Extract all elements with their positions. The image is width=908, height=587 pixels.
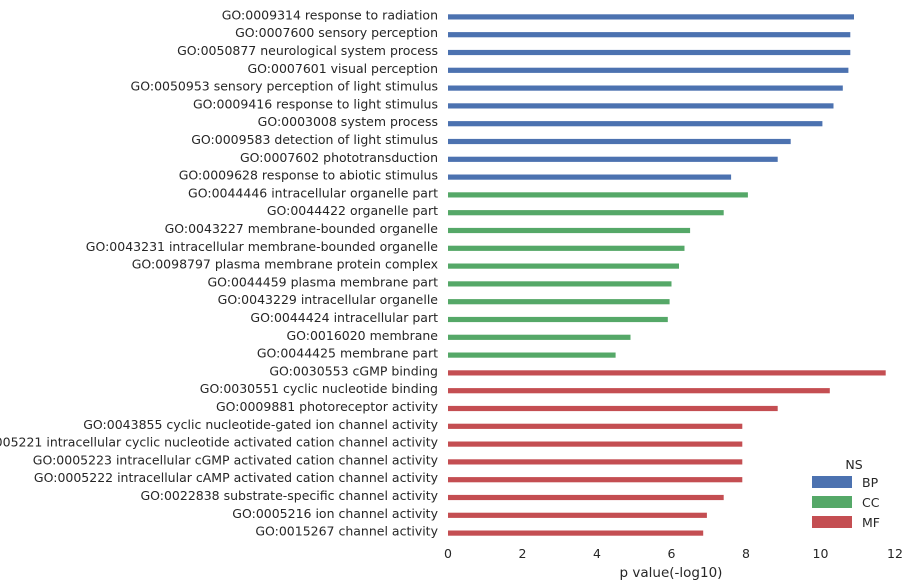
bar-cc [448,316,668,323]
bar-bp [448,121,823,127]
x-tick-label: 12 [887,546,903,561]
bar-mf [448,494,724,501]
category-label: GO:0043227 membrane-bounded organelle [165,221,439,236]
x-tick-label: 2 [519,546,527,561]
bar-group [448,14,886,536]
category-label: GO:0044422 organelle part [267,203,438,218]
legend-label-mf: MF [862,515,880,530]
category-label: GO:0044424 intracellular part [250,310,438,325]
bar-cc [448,281,672,287]
bar-bp [448,85,843,91]
bar-mf [448,441,743,447]
bar-bp [448,156,778,162]
bar-mf [448,405,778,412]
category-label: GO:0003008 system process [258,114,438,129]
bar-cc [448,192,748,198]
bar-mf [448,530,704,536]
bar-cc [448,210,724,216]
category-label: GO:0015267 channel activity [255,524,438,539]
category-label: GO:0050877 neurological system process [177,43,438,58]
category-label: GO:0007601 visual perception [247,61,438,76]
category-label: GO:0044425 membrane part [257,346,438,361]
category-label: GO:0044459 plasma membrane part [207,274,438,289]
bar-mf [448,512,707,518]
category-label: GO:0016020 membrane [286,328,438,343]
bar-cc [448,227,691,234]
category-label: GO:0009583 detection of light stimulus [191,132,438,147]
legend-swatch-bp [812,476,852,488]
category-label-group: GO:0009314 response to radiation GO:00076… [0,7,439,538]
legend-title: NS [845,457,862,472]
category-label: GO:0043229 intracellular organelle [218,292,439,307]
bar-mf [448,388,830,394]
bar-mf [448,423,743,429]
category-label: GO:0007602 phototransduction [240,150,438,165]
category-label: GO:0005216 ion channel activity [232,506,438,521]
category-label: GO:0022838 substrate-specific channel ac… [140,488,438,503]
category-label: GO:0009416 response to light stimulus [193,96,438,111]
category-label: GO:0030553 cGMP binding [269,363,438,378]
category-label: GO:0005223 intracellular cGMP activated … [33,452,439,467]
legend: NS BP CC MF [812,457,880,530]
category-label: GO:0007600 sensory perception [235,25,438,40]
bar-bp [448,138,791,145]
bar-cc [448,245,685,251]
category-label: GO:0050953 sensory perception of light s… [131,79,438,94]
bar-mf [448,459,743,465]
bar-bp [448,67,849,73]
x-axis-label: p value(-log10) [620,565,723,581]
x-tick-label: 8 [742,546,750,561]
bar-bp [448,14,854,20]
category-label: GO:0009628 response to abiotic stimulus [179,168,438,183]
bar-bp [448,32,851,38]
bar-bp [448,174,732,180]
bar-cc [448,352,616,358]
x-tick-label: 4 [593,546,601,561]
bar-bp [448,103,834,109]
category-label: GO:0098797 plasma membrane protein compl… [132,257,438,272]
bar-bp [448,49,851,56]
bar-cc [448,299,670,305]
legend-swatch-cc [812,496,852,508]
category-label: GO:0043855 cyclic nucleotide-gated ion c… [83,417,438,432]
category-label: GO:0005222 intracellular cAMP activated … [34,470,439,485]
x-tick-label: 10 [813,546,829,561]
legend-swatch-mf [812,516,852,528]
category-label: GO:0005221 intracellular cyclic nucleoti… [0,435,439,450]
category-label: GO:0030551 cyclic nucleotide binding [200,381,438,396]
legend-label-bp: BP [862,475,879,490]
bar-mf [448,477,743,483]
category-label: GO:0009314 response to radiation [222,7,438,22]
x-tick-label: 0 [444,546,452,561]
category-label: GO:0009881 photoreceptor activity [216,399,439,414]
bar-mf [448,370,886,376]
legend-label-cc: CC [862,495,880,510]
bar-cc [448,334,631,340]
bar-cc [448,263,679,269]
category-label: GO:0043231 intracellular membrane-bounde… [86,239,439,254]
category-label: GO:0044446 intracellular organelle part [188,185,438,200]
x-tick-group: 0 2 4 6 8 10 12 [444,546,903,561]
x-tick-label: 6 [668,546,676,561]
